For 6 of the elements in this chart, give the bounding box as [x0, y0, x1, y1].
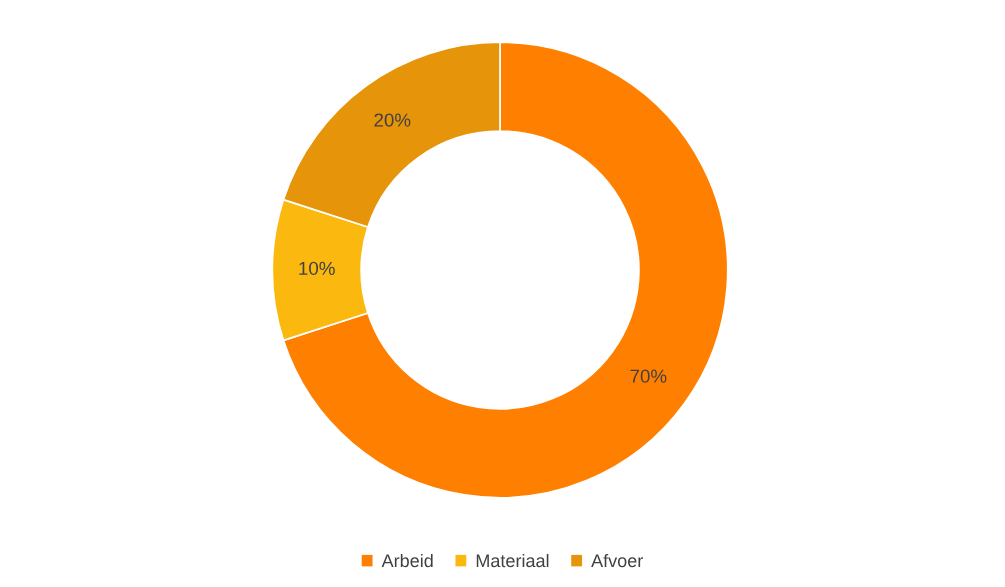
data-label: 10%	[299, 261, 335, 276]
data-label: 70%	[630, 369, 667, 383]
legend-label: Materiaal	[476, 553, 549, 568]
legend-label: Afvoer	[591, 553, 643, 568]
data-label: 20%	[374, 113, 411, 127]
legend-label: Arbeid	[381, 553, 433, 568]
